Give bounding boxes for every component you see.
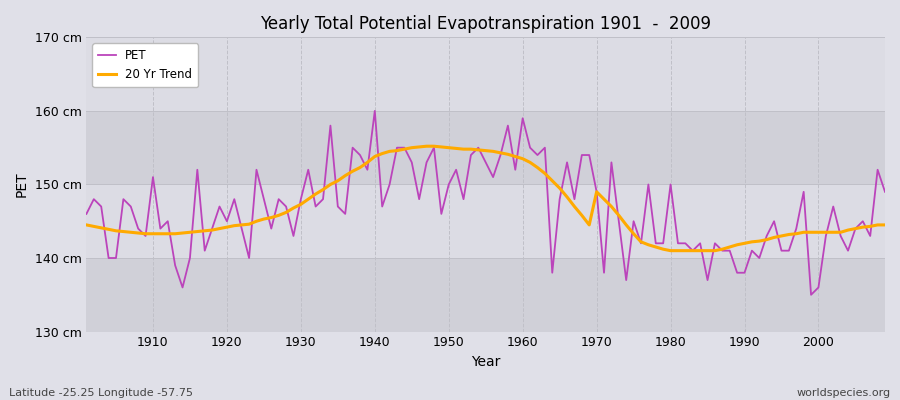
PET	[369, 108, 380, 113]
20 Yr Trend	[140, 231, 151, 236]
X-axis label: Year: Year	[471, 355, 500, 369]
Bar	[86, 111, 885, 184]
20 Yr Trend	[665, 248, 676, 253]
20 Yr Trend	[302, 197, 313, 202]
20 Yr Trend	[81, 222, 92, 227]
PET	[806, 292, 816, 297]
PET	[140, 234, 151, 238]
PET	[879, 190, 890, 194]
PET	[302, 167, 313, 172]
PET	[614, 219, 625, 224]
20 Yr Trend	[614, 213, 625, 218]
PET	[525, 145, 535, 150]
PET	[518, 116, 528, 121]
PET	[81, 212, 92, 216]
Line: PET: PET	[86, 111, 885, 295]
Text: worldspecies.org: worldspecies.org	[796, 388, 891, 398]
20 Yr Trend	[347, 169, 358, 174]
Bar	[86, 184, 885, 258]
20 Yr Trend	[879, 222, 890, 227]
20 Yr Trend	[518, 156, 528, 161]
Text: Latitude -25.25 Longitude -57.75: Latitude -25.25 Longitude -57.75	[9, 388, 193, 398]
Title: Yearly Total Potential Evapotranspiration 1901  -  2009: Yearly Total Potential Evapotranspiratio…	[260, 15, 711, 33]
Line: 20 Yr Trend: 20 Yr Trend	[86, 146, 885, 251]
20 Yr Trend	[525, 160, 535, 165]
Bar	[86, 37, 885, 111]
20 Yr Trend	[421, 144, 432, 149]
PET	[347, 145, 358, 150]
Bar	[86, 258, 885, 332]
Y-axis label: PET: PET	[15, 172, 29, 197]
Legend: PET, 20 Yr Trend: PET, 20 Yr Trend	[93, 43, 198, 87]
